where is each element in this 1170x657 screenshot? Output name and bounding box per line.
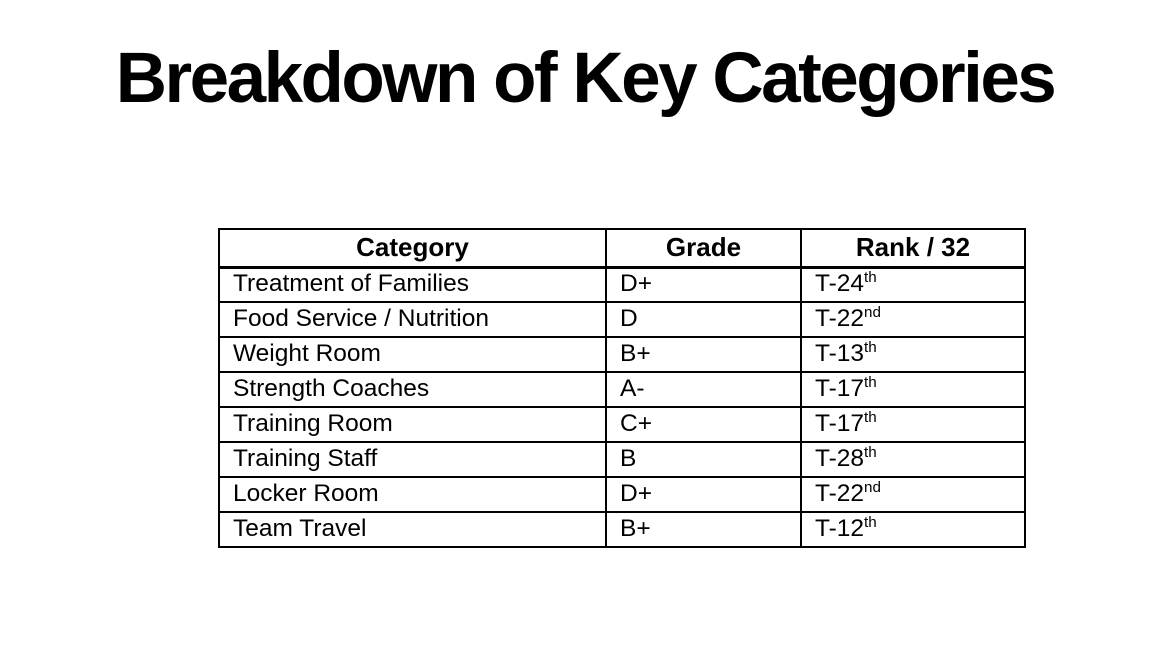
rank-cell: T-28th [800,441,1026,478]
grade-cell: C+ [605,406,802,443]
rank-ordinal-suffix: th [864,373,877,391]
rank-cell: T-22nd [800,476,1026,513]
rank-value: T-13 [815,339,865,367]
rank-cell: T-22nd [800,301,1026,338]
grades-table: Category Grade Rank / 32 Treatment of Fa… [218,228,1026,548]
rank-ordinal-suffix: th [864,513,877,531]
rank-cell: T-24th [800,266,1026,303]
table-header: Category Grade Rank / 32 [218,228,1026,269]
rank-ordinal-suffix: nd [864,303,881,321]
table-row: Training Room C+ T-17th [218,406,1026,443]
rank-ordinal-suffix: nd [864,478,881,496]
rank-ordinal-suffix: th [864,268,877,286]
rank-value: T-17 [815,409,865,437]
rank-ordinal-suffix: th [864,443,877,461]
table-row: Strength Coaches A- T-17th [218,371,1026,408]
table-row: Locker Room D+ T-22nd [218,476,1026,513]
column-header-grade: Grade [605,228,802,269]
rank-cell: T-17th [800,371,1026,408]
rank-ordinal-suffix: th [864,408,877,426]
table-row: Team Travel B+ T-12th [218,511,1026,548]
table-row: Training Staff B T-28th [218,441,1026,478]
category-cell: Training Room [218,406,607,443]
table-row: Treatment of Families D+ T-24th [218,266,1026,303]
category-cell: Team Travel [218,511,607,548]
category-cell: Locker Room [218,476,607,513]
grade-cell: B+ [605,511,802,548]
header-row: Category Grade Rank / 32 [218,228,1026,269]
rank-ordinal-suffix: th [864,338,877,356]
grade-cell: D+ [605,476,802,513]
rank-value: T-22 [815,479,865,507]
grade-cell: B [605,441,802,478]
rank-value: T-22 [815,304,865,332]
rank-value: T-28 [815,444,865,472]
rank-cell: T-13th [800,336,1026,373]
category-cell: Treatment of Families [218,266,607,303]
rank-value: T-24 [815,269,865,297]
column-header-category: Category [218,228,607,269]
table-row: Food Service / Nutrition D T-22nd [218,301,1026,338]
column-header-rank: Rank / 32 [800,228,1026,269]
category-cell: Training Staff [218,441,607,478]
rank-value: T-17 [815,374,865,402]
grade-cell: D [605,301,802,338]
rank-value: T-12 [815,514,865,542]
grade-cell: D+ [605,266,802,303]
table-body: Treatment of Families D+ T-24th Food Ser… [218,266,1026,548]
grade-cell: B+ [605,336,802,373]
rank-cell: T-12th [800,511,1026,548]
category-cell: Weight Room [218,336,607,373]
grade-cell: A- [605,371,802,408]
rank-cell: T-17th [800,406,1026,443]
page-title: Breakdown of Key Categories [115,39,1057,118]
category-cell: Strength Coaches [218,371,607,408]
category-cell: Food Service / Nutrition [218,301,607,338]
table-row: Weight Room B+ T-13th [218,336,1026,373]
